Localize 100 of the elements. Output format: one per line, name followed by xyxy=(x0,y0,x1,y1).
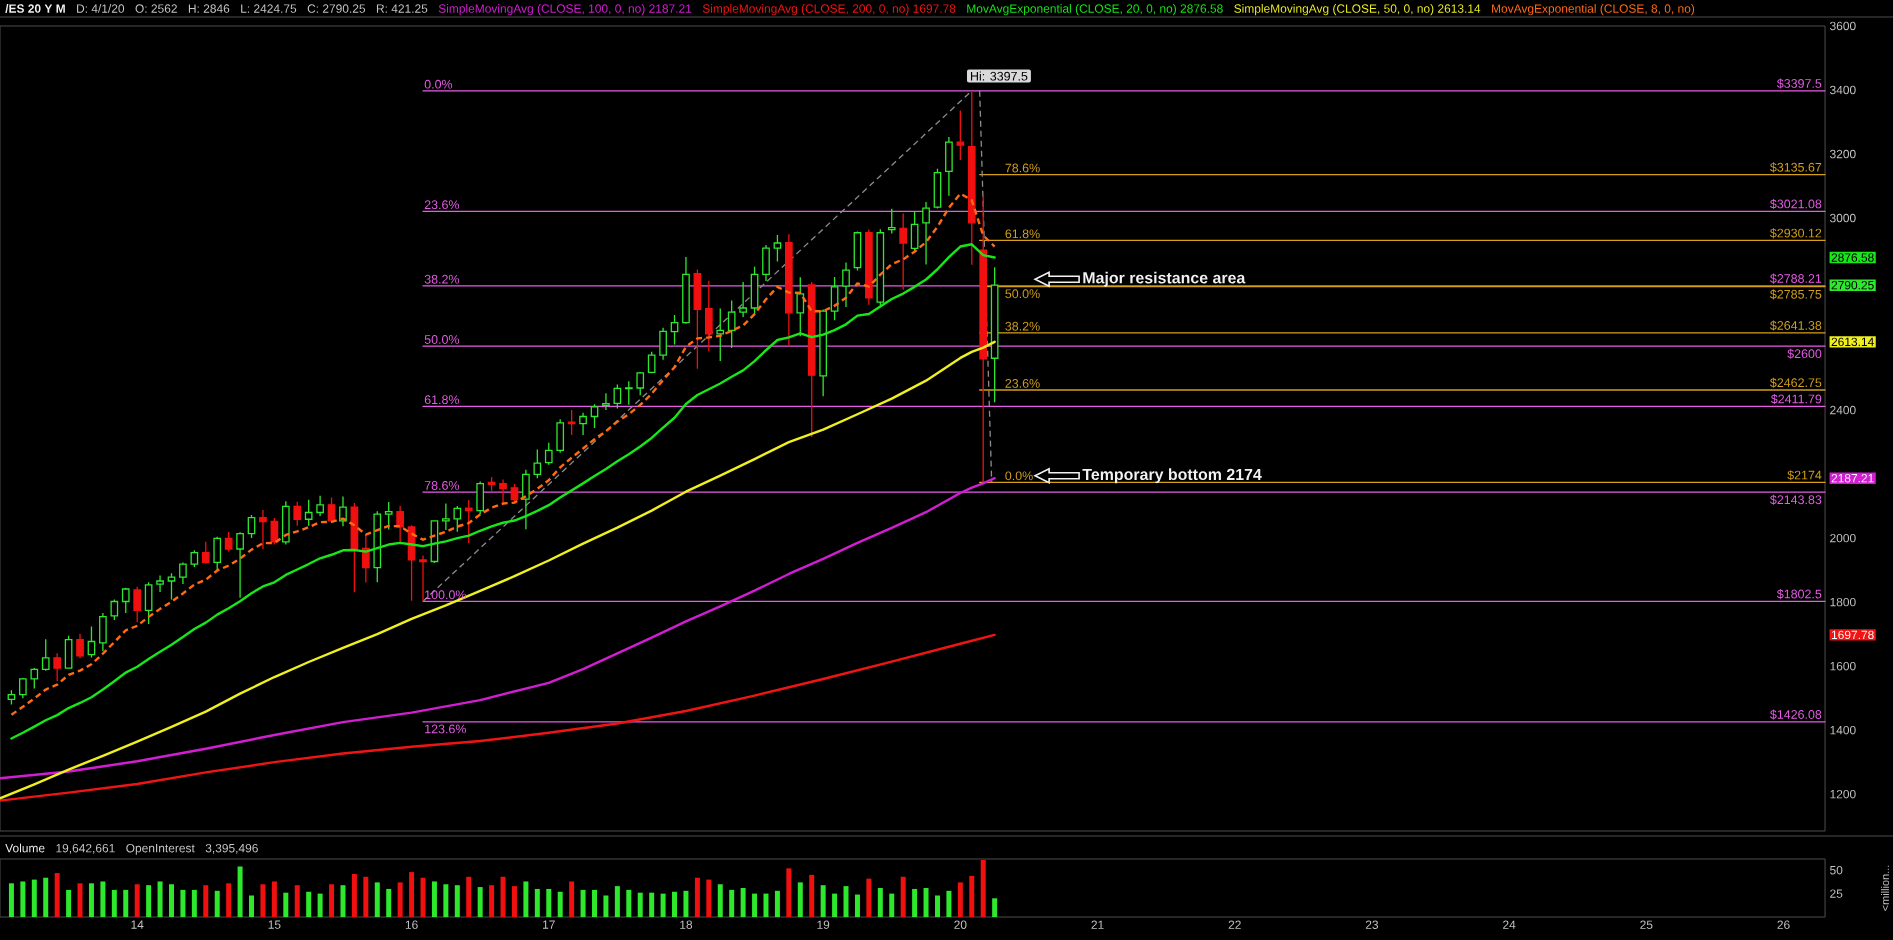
bar xyxy=(88,883,94,917)
bar xyxy=(203,885,209,917)
y-axis-title: <million... xyxy=(1881,865,1890,911)
bar xyxy=(31,879,37,917)
bar xyxy=(317,893,323,917)
bar xyxy=(374,882,380,917)
annotation: Major resistance area xyxy=(1083,271,1246,287)
candlestick xyxy=(956,109,965,161)
bar xyxy=(260,884,266,917)
bar xyxy=(363,876,369,917)
candlestick xyxy=(213,536,222,572)
bar xyxy=(637,892,643,917)
text: O: 2562 xyxy=(135,4,177,13)
bar xyxy=(8,883,14,917)
candlestick xyxy=(853,230,862,272)
candlestick xyxy=(727,299,736,349)
y-tick-label: 1200 xyxy=(1830,789,1856,799)
data-label: $2788.21 xyxy=(1770,273,1822,284)
bar xyxy=(683,890,689,917)
candlestick xyxy=(670,314,679,346)
candlestick xyxy=(76,633,84,659)
x-tick-label: 18 xyxy=(680,920,693,929)
candlestick xyxy=(464,499,473,544)
candlestick xyxy=(967,90,976,266)
candlestick xyxy=(19,677,27,699)
candlestick xyxy=(762,244,770,282)
candlestick xyxy=(384,501,393,531)
candlestick xyxy=(533,448,542,479)
bar xyxy=(511,886,517,917)
x-tick-label: 25 xyxy=(1640,920,1653,929)
y-tick-label: 50 xyxy=(1830,866,1843,875)
bar xyxy=(580,889,586,917)
candlestick xyxy=(887,208,896,235)
bar xyxy=(832,893,838,917)
chart-title: /ES 20 Y M xyxy=(5,4,65,13)
y-tick-label: 1800 xyxy=(1830,597,1856,607)
candlestick xyxy=(167,572,176,601)
candlestick xyxy=(865,228,873,306)
bar xyxy=(809,874,815,917)
y-tick-label: 3200 xyxy=(1830,149,1856,159)
text: L: 2424.75 xyxy=(241,4,297,13)
x-tick-label: 19 xyxy=(817,920,830,929)
bar xyxy=(329,884,335,917)
bar xyxy=(912,888,918,917)
bar xyxy=(946,890,952,917)
y-tick-label: 1697.78 xyxy=(1831,630,1874,640)
x-tick-label: 26 xyxy=(1777,920,1790,929)
candlestick xyxy=(556,418,565,454)
y-tick-label: 1600 xyxy=(1830,661,1856,671)
x-tick-label: 16 xyxy=(405,920,418,929)
text: MovAvgExponential (CLOSE, 20, 0, no) 2876.58 xyxy=(967,4,1223,16)
data-label: $1802.5 xyxy=(1776,589,1822,600)
candlestick xyxy=(144,581,153,625)
bar xyxy=(420,877,426,917)
data-label: $2930.12 xyxy=(1770,228,1822,239)
annotation: 61.8% xyxy=(424,395,460,405)
candlestick xyxy=(487,476,496,492)
candlestick xyxy=(156,574,164,593)
candlestick xyxy=(41,638,50,672)
bar xyxy=(306,891,312,917)
data-label: $2785.75 xyxy=(1770,289,1822,300)
candlestick xyxy=(899,212,908,291)
text: SimpleMovingAvg (CLOSE, 50, 0, no) 2613.14 xyxy=(1234,4,1481,16)
bar xyxy=(877,888,883,917)
bar xyxy=(351,873,357,917)
bar xyxy=(283,892,289,917)
data-label: $2600 xyxy=(1787,348,1822,359)
bar xyxy=(843,886,849,917)
data-label: $3397.5 xyxy=(1776,78,1822,89)
candlestick xyxy=(53,652,62,682)
candlestick xyxy=(922,201,930,266)
annotation: 61.8% xyxy=(1005,229,1040,239)
bar xyxy=(180,889,186,917)
candlestick xyxy=(567,409,576,436)
candlestick xyxy=(704,280,713,352)
candlestick xyxy=(807,281,816,438)
candlestick xyxy=(990,266,999,403)
annotation: 0.0% xyxy=(424,79,453,89)
candlestick xyxy=(716,307,725,362)
bar xyxy=(729,889,735,917)
bar xyxy=(934,895,940,917)
x-tick-label: 24 xyxy=(1503,920,1516,929)
data-label: $2143.83 xyxy=(1770,494,1822,505)
candlestick xyxy=(579,412,587,436)
candlestick xyxy=(99,612,107,652)
bar xyxy=(649,892,655,917)
bar xyxy=(672,891,678,917)
text: 19,642,661 xyxy=(56,843,115,854)
bar xyxy=(66,889,72,917)
data-label: $2641.38 xyxy=(1770,320,1822,331)
bar xyxy=(134,884,140,917)
candlestick xyxy=(739,281,747,318)
candlestick xyxy=(304,499,313,527)
text: MovAvgExponential (CLOSE, 8, 0, no) xyxy=(1492,4,1695,16)
candlestick xyxy=(373,510,382,583)
candlestick xyxy=(179,561,187,585)
candlestick xyxy=(236,531,244,599)
y-tick-label: 2000 xyxy=(1830,533,1856,543)
bar xyxy=(900,876,906,917)
bar xyxy=(111,889,117,917)
